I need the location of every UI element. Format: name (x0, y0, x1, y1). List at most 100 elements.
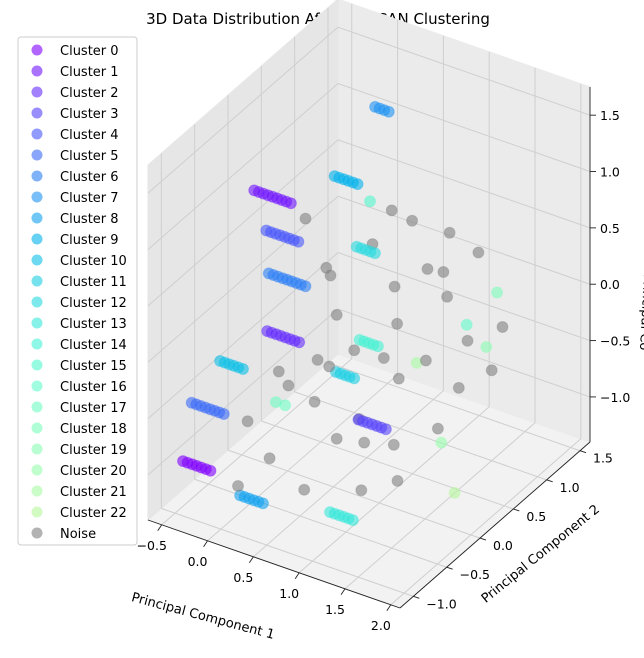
cluster-16-point (460, 318, 473, 331)
tick-labels: −0.50.00.51.01.52.0−1.0−0.50.00.51.01.5−… (137, 108, 631, 633)
x-tick-label: 1.5 (325, 602, 345, 617)
legend-marker-cluster-8 (31, 212, 43, 224)
y-tick-label: −0.5 (460, 567, 490, 582)
noise-point (320, 261, 333, 274)
grid-line-y-floor (294, 391, 547, 481)
grid-line-z-left (147, 308, 339, 476)
x-tick-mark (340, 588, 346, 596)
grid-line-z-left (147, 26, 339, 194)
grid-line-z-back (337, 308, 591, 398)
cluster-3-point (379, 423, 392, 436)
legend-label-cluster-11: Cluster 11 (60, 275, 127, 290)
z-tick-label: −1.0 (600, 390, 630, 405)
z-tick-label: 0.5 (600, 221, 620, 236)
y-tick-label: 1.0 (560, 480, 580, 495)
grid-line-z-left (147, 83, 339, 250)
cluster-14-point (372, 340, 384, 353)
legend-marker-cluster-15 (31, 359, 43, 371)
y-tick-mark (446, 566, 453, 570)
x-tick-mark (294, 572, 300, 580)
grid-line-y-floor (227, 449, 481, 539)
cluster-1-point (284, 197, 297, 210)
x-tick-label: 1.0 (279, 586, 299, 601)
noise-point (355, 484, 368, 497)
noise-point (443, 226, 456, 239)
z-tick-label: 1.5 (600, 108, 620, 123)
legend-label-cluster-4: Cluster 4 (60, 128, 119, 143)
grid-line-z-back (337, 252, 591, 342)
grid-line-x-floor (390, 438, 582, 606)
noise-point (272, 365, 285, 378)
noise-point (348, 344, 361, 357)
grid-line-z-left (147, 252, 339, 419)
legend-marker-cluster-17 (31, 401, 43, 413)
noise-point (263, 452, 276, 465)
z-tick-label: 0.0 (600, 277, 620, 292)
legend-marker-cluster-3 (31, 107, 43, 119)
noise-point (392, 372, 405, 385)
noise-point (358, 436, 371, 449)
legend-label-cluster-20: Cluster 20 (60, 464, 127, 479)
y-tick-label: −1.0 (426, 596, 456, 611)
legend-marker-cluster-9 (31, 233, 43, 245)
legend-label-cluster-19: Cluster 19 (60, 443, 127, 458)
noise-point (406, 214, 419, 227)
y-tick-mark (546, 479, 553, 483)
legend-label-cluster-17: Cluster 17 (60, 401, 127, 416)
noise-point (461, 334, 474, 347)
legend-label-noise: Noise (60, 527, 96, 542)
cluster-22-point (448, 486, 461, 499)
y-tick-mark (513, 508, 520, 512)
x-tick-mark (386, 604, 392, 612)
cluster-7-point (382, 105, 395, 118)
legend-label-cluster-13: Cluster 13 (60, 317, 127, 332)
legend-marker-cluster-13 (31, 317, 43, 329)
grid-line-z-back (337, 195, 591, 285)
legend-label-cluster-10: Cluster 10 (60, 254, 127, 269)
legend-marker-cluster-1 (31, 65, 43, 77)
grid-line-x-floor (161, 358, 353, 526)
legend-marker-cluster-12 (31, 296, 43, 308)
grid-line-z-back (337, 83, 591, 172)
cluster-18-point (491, 286, 504, 299)
cluster-8-point (257, 497, 269, 510)
noise-point (241, 415, 254, 428)
noise-point (419, 354, 432, 367)
cluster-9-point (351, 178, 364, 191)
legend-marker-cluster-2 (31, 86, 43, 98)
legend: Cluster 0 Cluster 1 Cluster 2 Cluster 3 Clus… (17, 36, 138, 546)
legend-label-cluster-5: Cluster 5 (60, 149, 119, 164)
grid-line-x-floor (298, 406, 490, 574)
legend-label-cluster-21: Cluster 21 (60, 485, 127, 500)
cluster-5-point (217, 408, 230, 420)
legend-label-cluster-1: Cluster 1 (60, 65, 119, 80)
x-tick-mark (203, 540, 208, 548)
grid-line-x-floor (207, 374, 398, 542)
legend-marker-cluster-10 (31, 254, 43, 266)
noise-point (323, 360, 336, 373)
noise-point (391, 317, 404, 330)
noise-point (391, 474, 404, 487)
legend-marker-cluster-4 (31, 128, 43, 140)
noise-point (377, 352, 390, 364)
noise-point (485, 364, 498, 377)
noise-point (496, 321, 509, 333)
noise-point (282, 379, 295, 392)
cluster-12-point (369, 247, 381, 260)
noise-point (385, 204, 398, 217)
noise-point (388, 280, 401, 293)
cluster-2-point (293, 336, 306, 349)
x-tick-label: 2.0 (371, 618, 391, 633)
cluster-13-point (346, 514, 359, 527)
legend-label-cluster-9: Cluster 9 (60, 233, 119, 248)
legend-label-cluster-12: Cluster 12 (60, 296, 127, 311)
legend-marker-noise (31, 527, 43, 539)
legend-marker-cluster-19 (31, 443, 43, 455)
legend-label-cluster-3: Cluster 3 (60, 107, 119, 122)
legend-marker-cluster-21 (31, 485, 43, 497)
legend-label-cluster-18: Cluster 18 (60, 422, 127, 437)
grid-line-y-floor (161, 507, 414, 597)
axis-lines (147, 87, 591, 609)
noise-point (472, 246, 485, 259)
